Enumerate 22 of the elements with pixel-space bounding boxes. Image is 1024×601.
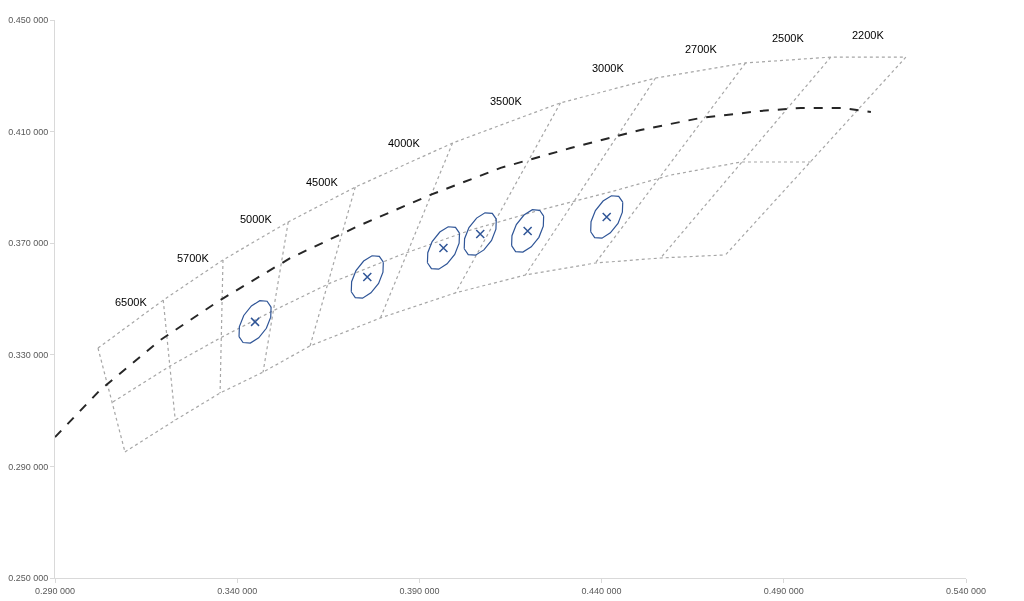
annotation: 2500K xyxy=(772,32,805,44)
y-tick-label: 0.330 000 xyxy=(8,349,49,360)
annotation: 2700K xyxy=(685,43,718,55)
x-tick-label: 0.540 000 xyxy=(945,585,987,596)
annotation: 2200K xyxy=(852,29,885,41)
annotation: 5700K xyxy=(177,252,210,264)
x-tick-label: 0.390 000 xyxy=(399,585,440,596)
x-tick-label: 0.290 000 xyxy=(34,585,76,596)
y-tick-label: 0.450 000 xyxy=(8,15,49,26)
annotation: 4000K xyxy=(388,137,421,149)
annotation: 3500K xyxy=(490,95,523,107)
annotation: 6500K xyxy=(115,296,148,308)
annotation: 3000K xyxy=(592,62,625,74)
y-tick-label: 0.410 000 xyxy=(8,126,49,137)
x-tick-label: 0.490 000 xyxy=(763,585,804,596)
x-tick-label: 0.440 000 xyxy=(581,585,622,596)
y-tick-label: 0.250 000 xyxy=(8,573,49,584)
annotation: 5000K xyxy=(240,213,273,225)
y-tick-label: 0.370 000 xyxy=(8,238,49,249)
x-tick-label: 0.340 000 xyxy=(217,585,258,596)
annotation: 4500K xyxy=(306,176,339,188)
y-tick-label: 0.290 000 xyxy=(8,461,49,472)
